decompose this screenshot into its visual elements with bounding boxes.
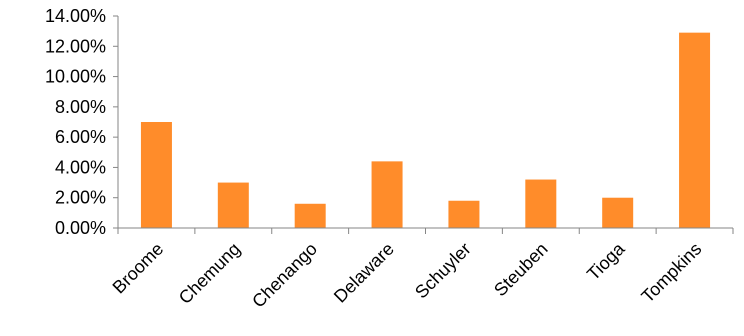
bar-tioga xyxy=(602,197,634,228)
bar-broome xyxy=(140,122,172,228)
x-category-label: Chenango xyxy=(248,239,321,312)
bar-chemung xyxy=(217,182,249,228)
axes xyxy=(117,16,733,229)
y-tick-label: 2.00% xyxy=(55,188,106,208)
y-tick-label: 4.00% xyxy=(55,157,106,177)
bar-steuben xyxy=(525,179,557,228)
y-axis-ticks: 0.00% 2.00% 4.00% 6.00% 8.00% 10.00% 12.00% 14.… xyxy=(45,6,118,238)
x-category-label: Tompkins xyxy=(637,239,705,307)
category-labels: Broome Chemung Chenango Delaware Schuyler Ste… xyxy=(109,238,706,312)
y-tick-label: 6.00% xyxy=(55,127,106,147)
y-tick-label: 8.00% xyxy=(55,97,106,117)
x-category-label: Broome xyxy=(109,239,168,298)
x-category-label: Schuyler xyxy=(411,239,475,303)
bar-tompkins xyxy=(679,32,711,229)
x-category-label: Tioga xyxy=(583,238,629,284)
bar-delaware xyxy=(371,161,403,228)
x-category-label: Steuben xyxy=(490,239,552,301)
x-category-label: Chemung xyxy=(175,239,244,308)
y-tick-label: 12.00% xyxy=(45,36,106,56)
y-tick-label: 0.00% xyxy=(55,218,106,238)
y-tick-label: 10.00% xyxy=(45,67,106,87)
bar-schuyler xyxy=(448,200,480,228)
y-tick-label: 14.00% xyxy=(45,6,106,26)
x-category-label: Delaware xyxy=(330,239,398,307)
bars xyxy=(140,32,711,229)
x-axis-ticks xyxy=(117,228,734,234)
bar-chenango xyxy=(294,203,326,228)
